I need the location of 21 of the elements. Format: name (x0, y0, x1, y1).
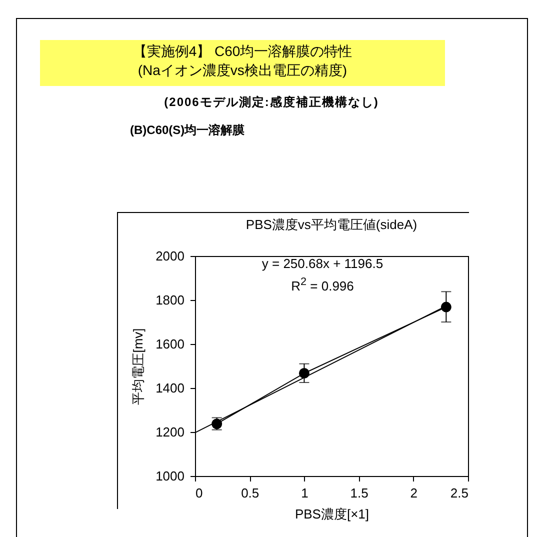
x-tick-label: 2 (410, 486, 418, 500)
y-tick-label: 1000 (156, 468, 184, 484)
x-tick-label: 1 (301, 486, 308, 500)
y-tick-label: 1400 (156, 380, 184, 396)
x-tick-label: 0.5 (241, 486, 260, 500)
chart-title: PBS濃度vs平均電圧値(sideA) (246, 217, 418, 232)
y-tick-label: 1200 (156, 424, 184, 440)
y-tick-label: 1800 (156, 292, 184, 308)
annotation: R$^{2}$ = 0.996 (291, 276, 354, 294)
text: (2006モデル測定:感度補正機構なし) (163, 94, 380, 111)
text: (Naイオン濃度vs検出電圧の精度) (138, 62, 348, 78)
annotation: y = 250.68x + 1196.5 (262, 256, 384, 271)
y-tick-label: 2000 (156, 248, 184, 264)
text: 【実施例4】 C60均一溶解膜の特性 (132, 43, 352, 59)
x-tick-label: 1.5 (350, 486, 368, 500)
x-tick-label: 0 (196, 486, 203, 500)
text: (B)C60(S)均一溶解膜 (130, 122, 245, 139)
x-tick-label: 2.5 (450, 486, 468, 500)
y-axis-title: 平均電圧[mv] (130, 328, 146, 405)
y-tick-label: 1600 (156, 336, 184, 352)
x-axis-title: PBS濃度[×1] (294, 506, 370, 522)
